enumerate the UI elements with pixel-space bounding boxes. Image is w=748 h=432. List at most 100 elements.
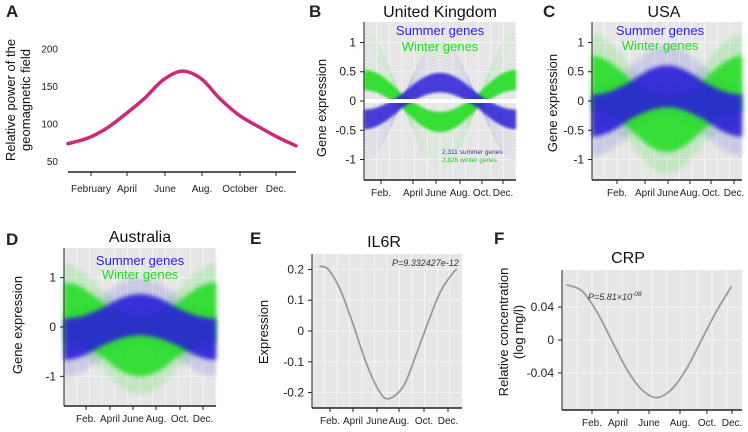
series-trace-winter [363, 33, 517, 169]
panel-c: C USA Gene expression 1 0.5 0 -0.5 -1 Feb. Ap… [543, 2, 744, 199]
x-tick-label: Aug. [450, 188, 471, 199]
x-tick-label: Feb. [320, 416, 340, 427]
x-tick-label: Oct. [698, 418, 716, 429]
y-tick-label: 0 [547, 333, 554, 347]
ylabel-a-line2: geomagnetic field [18, 49, 33, 151]
y-tick-label: -1 [45, 369, 56, 383]
x-tick-label: February [71, 184, 111, 195]
ylabel-a-line1: Relative power of the [3, 39, 18, 161]
x-tick-label: Dec. [266, 184, 287, 195]
y-tick-label: 0 [349, 94, 356, 108]
yticks-d: 1 0 -1 [45, 271, 64, 383]
y-tick-label: 0.1 [287, 293, 304, 307]
x-tick-label: Oct. [415, 416, 433, 427]
series-trace-summer [363, 51, 517, 151]
series-trace-winter [363, 59, 517, 143]
y-tick-label: 0 [297, 324, 304, 338]
series-trace-summer [363, 57, 517, 145]
y-tick-label: 1 [49, 271, 56, 285]
series-trace-summer [363, 61, 517, 141]
x-tick-label: Dec. [438, 416, 459, 427]
xticks-d: Feb. April June Aug. Oct. Dec. [76, 406, 213, 425]
y-tick-label: 0.5 [339, 65, 356, 79]
legend-winter-d: Winter genes [102, 267, 179, 282]
yticks-f: 0.04 0 -0.04 [527, 300, 562, 380]
x-tick-label: June [366, 416, 388, 427]
x-tick-label: Dec. [724, 188, 745, 199]
series-line-crp [566, 283, 733, 399]
x-tick-label: Oct. [702, 188, 720, 199]
y-tick-label: -1 [345, 153, 356, 167]
title-c: USA [648, 4, 681, 21]
series-trace-winter [363, 44, 517, 158]
bands-b [363, 33, 517, 169]
x-tick-label: April [403, 188, 423, 199]
annotation-summer-count: 2,311 summer genes [442, 149, 503, 156]
y-tick-label: 200 [41, 45, 58, 56]
x-tick-label: June [638, 418, 660, 429]
ylabel-b: Gene expression [314, 59, 329, 157]
x-tick-label: April [100, 414, 120, 425]
panel-label-b: B [309, 2, 321, 21]
series-trace-summer [363, 48, 517, 154]
title-f: CRP [611, 250, 645, 267]
panel-label-f: F [494, 229, 504, 248]
yticks-a: 50 100 150 200 [41, 45, 58, 168]
panel-a: A Relative power of the geomagnetic fiel… [3, 2, 298, 195]
y-tick-label: 0.5 [567, 65, 584, 79]
x-tick-label: June [154, 184, 176, 195]
y-tick-label: -0.5 [335, 123, 356, 137]
legend-summer-b: Summer genes [396, 23, 485, 38]
y-tick-label: 0 [49, 320, 56, 334]
x-tick-label: Aug. [146, 414, 167, 425]
y-tick-label: -1 [573, 153, 584, 167]
y-tick-label: -0.2 [283, 386, 304, 400]
ylabel-f-line2: (log mg/l) [511, 305, 526, 359]
series-trace-winter [363, 51, 517, 151]
x-tick-label: April [608, 418, 628, 429]
x-tick-label: Feb. [582, 418, 602, 429]
title-d: Australia [109, 229, 171, 246]
axis-ylabel-a: Relative power of the geomagnetic field [3, 39, 33, 161]
series-trace-winter [363, 48, 517, 154]
panel-d: D Australia Gene expression 1 0 -1 Feb. Apr… [6, 229, 217, 425]
panel-label-a: A [6, 2, 18, 21]
series-trace-summer [363, 41, 517, 161]
title-e: IL6R [367, 234, 401, 251]
yticks-e: 0.2 0.1 0 -0.1 -0.2 [283, 262, 312, 400]
y-tick-label: 50 [47, 157, 59, 168]
series-trace-winter [363, 36, 517, 166]
y-tick-label: 150 [41, 82, 58, 93]
x-tick-label: Dec. [193, 414, 214, 425]
x-tick-label: Feb. [76, 414, 96, 425]
panel-label-c: C [543, 2, 555, 21]
pvalue-e: P=9.332427e-12 [392, 258, 459, 268]
panel-label-e: E [250, 229, 261, 248]
y-tick-label: 1 [349, 35, 356, 49]
series-trace-winter [363, 40, 517, 162]
panel-f: F CRP Relative concentration (log mg/l) … [494, 229, 743, 429]
xticks-c: Feb. April June Aug. Oct. Dec. [607, 180, 744, 199]
series-trace-winter [363, 55, 517, 147]
panel-b: B United Kingdom Gene expression 1 0.5 0 -0… [309, 2, 517, 199]
y-tick-label: -0.1 [283, 355, 304, 369]
ylabel-d: Gene expression [10, 276, 25, 374]
ylabel-f-line1: Relative concentration [496, 268, 511, 397]
x-tick-label: Aug. [192, 184, 213, 195]
y-tick-label: 1 [577, 35, 584, 49]
title-b: United Kingdom [383, 4, 497, 21]
grid-f [561, 270, 743, 410]
ylabel-c: Gene expression [545, 54, 560, 152]
xticks-b: Feb. April June Aug. Oct. Dec. [371, 180, 513, 199]
yticks-b: 1 0.5 0 -0.5 -1 [335, 35, 364, 167]
x-tick-label: June [425, 188, 447, 199]
x-tick-label: Dec. [722, 418, 743, 429]
axis-ylabel-f: Relative concentration (log mg/l) [496, 268, 526, 397]
legend-summer-d: Summer genes [96, 253, 185, 268]
x-tick-label: June [657, 188, 679, 199]
ylabel-e: Expression [256, 300, 271, 364]
legend-summer-c: Summer genes [616, 23, 705, 38]
annotation-winter-count: 2,826 winter genes [442, 157, 498, 164]
x-tick-label: June [122, 414, 144, 425]
